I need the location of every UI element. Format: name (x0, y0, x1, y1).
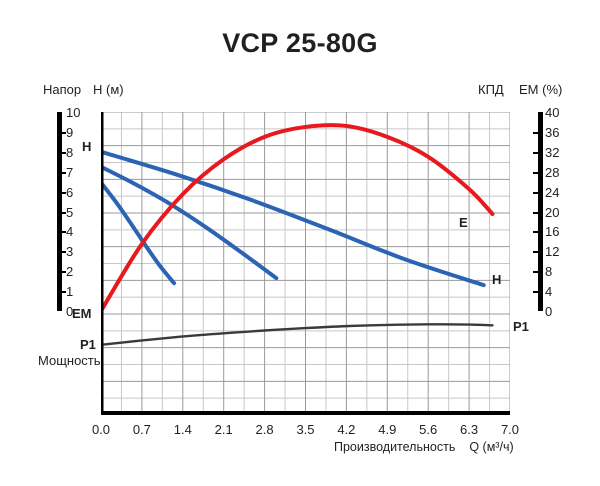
right-tick-label: 20 (545, 204, 560, 220)
left-tick-label: 7 (66, 164, 74, 180)
x-tick-label: 0.0 (91, 422, 111, 437)
left-tick-mark (62, 131, 66, 134)
curve-h-speed-2 (101, 164, 279, 281)
right-tick-label: 16 (545, 224, 560, 240)
right-tick-mark (533, 171, 538, 174)
right-tick-label: 0 (545, 304, 553, 319)
plot-svg (101, 112, 510, 415)
right-tick-mark (533, 271, 538, 274)
left-tick-label: 2 (66, 264, 74, 280)
left-scale-bar (57, 112, 62, 311)
left-tick-label: 8 (66, 144, 74, 160)
x-axis-symbol: Q (469, 440, 480, 454)
curve-h-speed-3 (101, 149, 486, 288)
series-label-power-right: P1 (513, 319, 529, 334)
x-tick-label: 4.2 (337, 422, 356, 437)
series-label-efficiency-right: E (459, 215, 468, 230)
right-tick-label: 8 (545, 264, 553, 280)
left-tick-label: 0 (66, 304, 74, 319)
curve-layer (101, 123, 495, 347)
left-tick-mark (62, 291, 66, 294)
chart-title: VCP 25-80G (222, 28, 378, 58)
left-tick-mark (62, 151, 66, 154)
left-tick-label: 6 (66, 184, 74, 200)
left-tick-label: 4 (66, 224, 74, 240)
right-axis-caption: КПД (478, 82, 504, 97)
x-axis-units: (м³/ч) (482, 440, 514, 454)
right-tick-mark (533, 131, 538, 134)
left-axis-unit-label: H (м) (93, 82, 124, 97)
right-tick-mark (533, 291, 538, 294)
x-tick-label: 1.4 (173, 422, 192, 437)
left-tick-mark (62, 231, 66, 234)
left-tick-mark (62, 251, 66, 254)
left-tick-mark (62, 171, 66, 174)
x-tick-label: 2.8 (255, 422, 274, 437)
x-axis-caption: Производительность Q (м³/ч) (334, 440, 514, 454)
x-tick-label: 7.0 (500, 422, 520, 437)
x-tick-label: 2.1 (214, 422, 233, 437)
x-tick-label: 0.7 (132, 422, 151, 437)
series-label-head-left: H (82, 139, 92, 154)
x-tick-label: 3.5 (296, 422, 315, 437)
x-tick-label: 6.3 (460, 422, 479, 437)
right-scale-bar (538, 112, 543, 311)
right-tick-label: 36 (545, 124, 560, 140)
left-axis-caption: Напор (43, 82, 82, 97)
curve-h-speed-1 (101, 180, 177, 286)
grid-major-lines (101, 112, 510, 415)
series-label-power-left: P1 (80, 337, 96, 352)
right-axis-unit-label: EM (%) (519, 82, 563, 97)
right-tick-mark (533, 211, 538, 214)
plot-area (101, 112, 510, 415)
right-tick-label: 12 (545, 244, 560, 260)
right-tick-label: 32 (545, 144, 560, 160)
left-tick-mark (62, 211, 66, 214)
right-tick-label: 24 (545, 184, 560, 200)
series-label-efficiency-left: EM (72, 306, 92, 321)
x-tick-label: 5.6 (419, 422, 438, 437)
left-tick-mark (62, 191, 66, 194)
curve-p1-power (101, 323, 494, 347)
right-tick-label: 4 (545, 284, 553, 300)
left-tick-mark (62, 271, 66, 274)
power-caption: Мощность (38, 353, 101, 368)
right-tick-label: 28 (545, 164, 560, 180)
left-tick-label: 9 (66, 124, 74, 140)
plot-frame (101, 112, 510, 415)
right-tick-label: 40 (545, 105, 560, 120)
left-tick-label: 1 (66, 284, 74, 300)
right-tick-mark (533, 231, 538, 234)
right-tick-mark (533, 191, 538, 194)
left-tick-label: 3 (66, 244, 74, 260)
right-tick-mark (533, 251, 538, 254)
left-tick-label: 10 (66, 105, 81, 120)
left-tick-label: 5 (66, 204, 74, 220)
x-tick-label: 4.9 (378, 422, 397, 437)
right-tick-mark (533, 151, 538, 154)
x-axis-title: Производительность (334, 440, 456, 454)
series-label-head-right: H (492, 272, 502, 287)
curve-em-efficiency (101, 123, 495, 313)
